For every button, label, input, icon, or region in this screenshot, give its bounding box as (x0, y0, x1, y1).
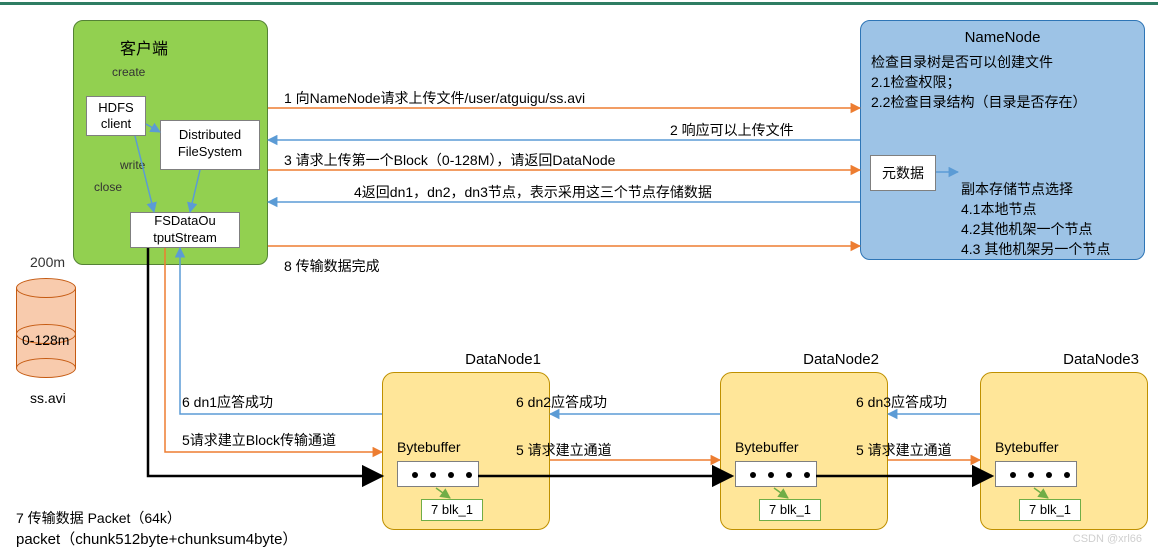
datanode3-box: DataNode3 Bytebuffer 7 blk_1 (980, 372, 1148, 530)
rep-title: 副本存储节点选择 (961, 179, 1110, 199)
metadata-box: 元数据 (870, 155, 936, 191)
edge-4-label: 4返回dn1，dn2，dn3节点，表示采用这三个节点存储数据 (354, 182, 712, 202)
edge-6c-label: 6 dn3应答成功 (856, 392, 947, 412)
dn2-blk: 7 blk_1 (759, 499, 821, 521)
client-title: 客户端 (120, 35, 168, 59)
label-write: write (120, 158, 145, 172)
dn2-bytebuffer-label: Bytebuffer (735, 439, 799, 455)
dn3-title: DataNode3 (1063, 351, 1139, 368)
label-create: create (112, 65, 145, 79)
distributed-filesystem-box: Distributed FileSystem (160, 120, 260, 170)
edge-8-label: 8 传输数据完成 (284, 256, 380, 276)
range-label: 0-128m (22, 332, 69, 348)
hdfs-client-l2: client (101, 116, 131, 131)
edge-7-label: 7 传输数据 Packet（64k） (16, 508, 181, 528)
edge-2-label: 2 响应可以上传文件 (670, 120, 794, 140)
rep3: 4.3 其他机架另一个节点 (961, 239, 1110, 259)
edge-5a-label: 5请求建立Block传输通道 (182, 430, 336, 450)
dn2-title: DataNode2 (803, 351, 879, 368)
rep2: 4.2其他机架一个节点 (961, 219, 1110, 239)
hdfs-client-l1: HDFS (98, 100, 133, 115)
dn1-blk: 7 blk_1 (421, 499, 483, 521)
namenode-line3: 2.2检查目录结构（目录是否存在） (871, 92, 1134, 112)
label-close: close (94, 180, 122, 194)
dn2-queue (735, 461, 817, 487)
fsdataoutputstream-box: FSDataOu tputStream (130, 212, 240, 248)
dn1-queue (397, 461, 479, 487)
edge-6a-label: 6 dn1应答成功 (182, 392, 273, 412)
fsout-l2: tputStream (153, 230, 217, 245)
edge-5c-label: 5 请求建立通道 (856, 440, 952, 460)
dn1-bytebuffer-label: Bytebuffer (397, 439, 461, 455)
namenode-line1: 检查目录树是否可以创建文件 (871, 52, 1134, 72)
dist-fs-l2: FileSystem (178, 144, 242, 159)
dn3-blk: 7 blk_1 (1019, 499, 1081, 521)
watermark: CSDN @xrl66 (1073, 533, 1142, 545)
dn3-bytebuffer-label: Bytebuffer (995, 439, 1059, 455)
top-rule (0, 2, 1158, 5)
dist-fs-l1: Distributed (179, 127, 241, 142)
namenode-line2: 2.1检查权限； (871, 72, 1134, 92)
namenode-title: NameNode (871, 29, 1134, 46)
packet-note: packet（chunk512byte+chunksum4byte） (16, 528, 297, 549)
rep1: 4.1本地节点 (961, 199, 1110, 219)
ssavi-cylinder (16, 278, 76, 378)
edge-6b-label: 6 dn2应答成功 (516, 392, 607, 412)
edge-1-label: 1 向NameNode请求上传文件/user/atguigu/ss.avi (284, 88, 585, 108)
size-label: 200m (30, 254, 65, 270)
hdfs-client-box: HDFS client (86, 96, 146, 136)
dn1-title: DataNode1 (465, 351, 541, 368)
edge-3-label: 3 请求上传第一个Block（0-128M），请返回DataNode (284, 150, 615, 170)
file-label: ss.avi (30, 390, 66, 406)
namenode-box: NameNode 检查目录树是否可以创建文件 2.1检查权限； 2.2检查目录结… (860, 20, 1145, 260)
fsout-l1: FSDataOu (154, 213, 215, 228)
dn3-queue (995, 461, 1077, 487)
edge-5b-label: 5 请求建立通道 (516, 440, 612, 460)
